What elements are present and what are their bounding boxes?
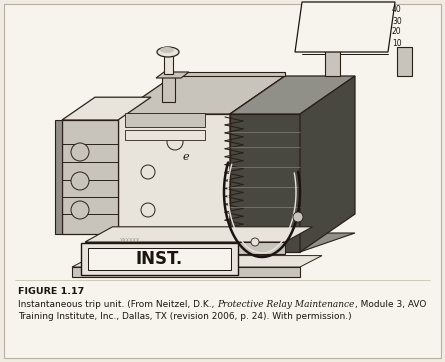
Polygon shape bbox=[72, 256, 322, 267]
Text: , Module 3, AVO: , Module 3, AVO bbox=[355, 300, 426, 309]
Text: 30: 30 bbox=[392, 17, 402, 25]
Text: e: e bbox=[183, 152, 189, 162]
Circle shape bbox=[141, 165, 155, 179]
Circle shape bbox=[251, 238, 259, 246]
Polygon shape bbox=[85, 227, 312, 242]
Text: FIGURE 1.17: FIGURE 1.17 bbox=[18, 287, 84, 296]
Polygon shape bbox=[300, 76, 355, 252]
Text: 10: 10 bbox=[392, 38, 402, 47]
Polygon shape bbox=[62, 97, 151, 120]
Polygon shape bbox=[118, 114, 230, 242]
Polygon shape bbox=[72, 267, 300, 277]
Polygon shape bbox=[230, 76, 355, 114]
Circle shape bbox=[141, 203, 155, 217]
FancyBboxPatch shape bbox=[81, 243, 238, 275]
Circle shape bbox=[71, 201, 89, 219]
Polygon shape bbox=[156, 72, 189, 78]
Ellipse shape bbox=[160, 47, 174, 53]
Circle shape bbox=[167, 134, 183, 150]
Ellipse shape bbox=[157, 47, 179, 57]
Polygon shape bbox=[173, 72, 285, 76]
Text: XXXXXX: XXXXXX bbox=[120, 237, 140, 243]
Polygon shape bbox=[62, 120, 118, 234]
Polygon shape bbox=[162, 76, 175, 102]
Polygon shape bbox=[55, 120, 62, 234]
Text: 40: 40 bbox=[392, 5, 402, 14]
Text: INST.: INST. bbox=[135, 250, 182, 268]
Circle shape bbox=[293, 212, 303, 222]
Text: Protective Relay Maintenance: Protective Relay Maintenance bbox=[217, 300, 355, 309]
Polygon shape bbox=[325, 22, 340, 76]
Polygon shape bbox=[396, 47, 412, 76]
Polygon shape bbox=[230, 114, 300, 252]
Bar bbox=[125, 113, 205, 127]
Polygon shape bbox=[118, 76, 285, 114]
Circle shape bbox=[71, 143, 89, 161]
Bar bbox=[125, 130, 205, 140]
Text: Instantaneous trip unit. (From Neitzel, D.K.,: Instantaneous trip unit. (From Neitzel, … bbox=[18, 300, 217, 309]
Text: 20: 20 bbox=[392, 28, 402, 37]
FancyBboxPatch shape bbox=[88, 248, 231, 270]
Polygon shape bbox=[295, 2, 395, 52]
Polygon shape bbox=[230, 76, 285, 242]
Circle shape bbox=[71, 172, 89, 190]
Text: Training Institute, Inc., Dallas, TX (revision 2006, p. 24). With permission.): Training Institute, Inc., Dallas, TX (re… bbox=[18, 312, 352, 321]
Polygon shape bbox=[230, 233, 355, 252]
Polygon shape bbox=[85, 242, 285, 254]
Polygon shape bbox=[164, 54, 173, 74]
